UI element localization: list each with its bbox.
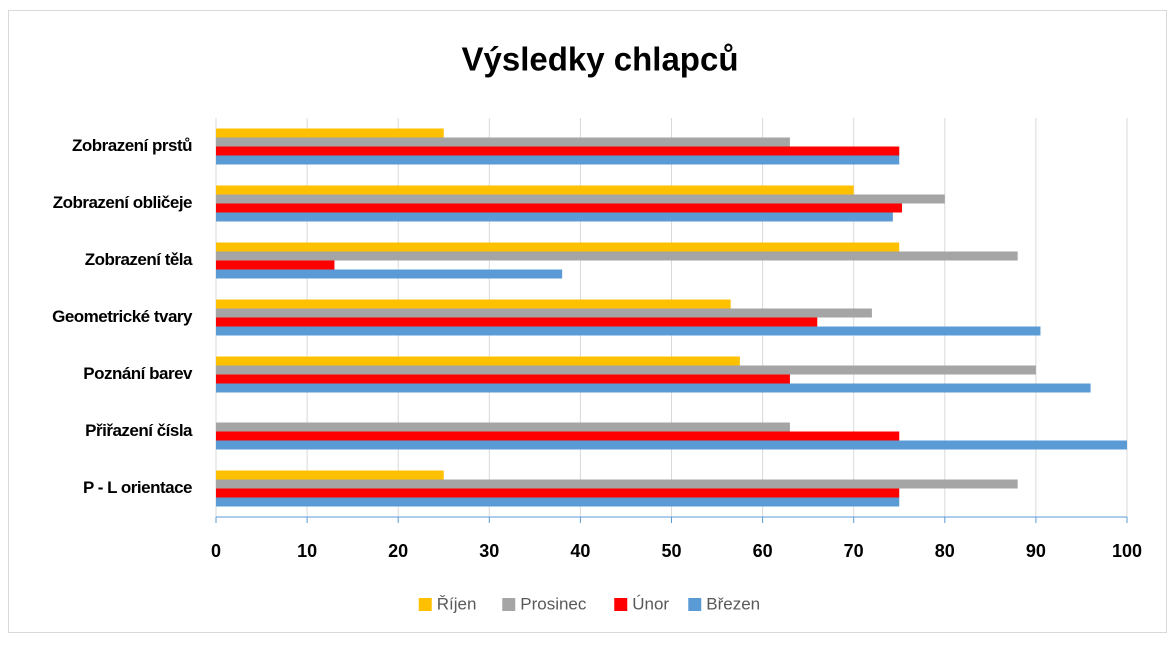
bar bbox=[216, 269, 563, 279]
legend-swatch bbox=[418, 598, 432, 611]
legend-label: Prosinec bbox=[520, 594, 587, 613]
chart-title: Výsledky chlapců bbox=[462, 41, 739, 78]
legend-label: Říjen bbox=[437, 594, 477, 613]
bar bbox=[216, 479, 1018, 489]
bar bbox=[216, 194, 945, 204]
bar bbox=[216, 488, 900, 498]
bar bbox=[216, 497, 900, 507]
y-tick-label: Poznání barev bbox=[83, 364, 193, 383]
legend-label: Únor bbox=[632, 594, 669, 613]
x-tick-label: 100 bbox=[1112, 541, 1142, 561]
y-tick-label: Přiřazení čísla bbox=[85, 421, 193, 440]
y-tick-label: Zobrazení obličeje bbox=[53, 193, 192, 212]
legend-swatch bbox=[688, 598, 702, 611]
x-tick-label: 30 bbox=[479, 541, 499, 561]
bar bbox=[216, 155, 900, 165]
bar bbox=[216, 383, 1091, 393]
bar bbox=[216, 365, 1036, 375]
x-tick-label: 50 bbox=[661, 541, 681, 561]
bar bbox=[216, 431, 900, 441]
bar bbox=[216, 128, 444, 138]
bar bbox=[216, 299, 731, 309]
bar bbox=[216, 356, 740, 366]
legend-label: Březen bbox=[706, 594, 760, 613]
x-tick-label: 60 bbox=[753, 541, 773, 561]
legend-swatch bbox=[614, 598, 628, 611]
x-tick-label: 40 bbox=[570, 541, 590, 561]
x-tick-label: 20 bbox=[388, 541, 408, 561]
bar bbox=[216, 326, 1041, 336]
bar bbox=[216, 212, 893, 222]
x-tick-label: 80 bbox=[935, 541, 955, 561]
bar bbox=[216, 260, 335, 270]
bar bbox=[216, 440, 1127, 450]
bar bbox=[216, 317, 818, 327]
bar bbox=[216, 308, 872, 318]
y-tick-label: P - L orientace bbox=[83, 478, 192, 497]
y-tick-label: Zobrazení těla bbox=[85, 250, 193, 269]
bar bbox=[216, 137, 790, 147]
y-tick-label: Geometrické tvary bbox=[52, 307, 193, 326]
bar bbox=[216, 374, 790, 384]
x-tick-label: 10 bbox=[297, 541, 317, 561]
x-tick-label: 0 bbox=[211, 541, 221, 561]
bar bbox=[216, 146, 900, 156]
bar bbox=[216, 242, 900, 252]
bar bbox=[216, 422, 790, 432]
legend-swatch bbox=[502, 598, 516, 611]
bar bbox=[216, 185, 854, 195]
bar bbox=[216, 203, 902, 213]
y-tick-label: Zobrazení prstů bbox=[72, 136, 192, 155]
bar bbox=[216, 251, 1018, 261]
bar bbox=[216, 470, 444, 480]
x-tick-label: 70 bbox=[844, 541, 864, 561]
x-tick-label: 90 bbox=[1026, 541, 1046, 561]
